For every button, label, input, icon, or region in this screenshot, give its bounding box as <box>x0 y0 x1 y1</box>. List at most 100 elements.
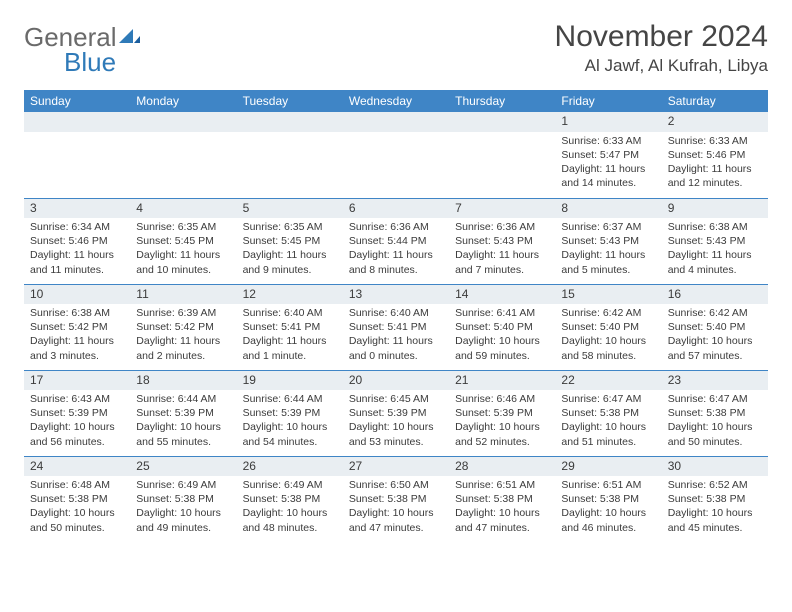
calendar-day-cell <box>130 112 236 198</box>
weekday-header: Wednesday <box>343 90 449 112</box>
calendar-day-cell: 27Sunrise: 6:50 AMSunset: 5:38 PMDayligh… <box>343 456 449 542</box>
day-number: 14 <box>449 285 555 305</box>
day-body: Sunrise: 6:36 AMSunset: 5:43 PMDaylight:… <box>449 218 555 281</box>
day-number <box>449 112 555 132</box>
day-body: Sunrise: 6:49 AMSunset: 5:38 PMDaylight:… <box>130 476 236 539</box>
calendar-day-cell <box>237 112 343 198</box>
day-number: 3 <box>24 199 130 219</box>
weekday-header: Saturday <box>662 90 768 112</box>
calendar-week-row: 10Sunrise: 6:38 AMSunset: 5:42 PMDayligh… <box>24 284 768 370</box>
calendar-day-cell: 14Sunrise: 6:41 AMSunset: 5:40 PMDayligh… <box>449 284 555 370</box>
calendar-table: SundayMondayTuesdayWednesdayThursdayFrid… <box>24 90 768 542</box>
calendar-day-cell <box>343 112 449 198</box>
day-body: Sunrise: 6:52 AMSunset: 5:38 PMDaylight:… <box>662 476 768 539</box>
day-number: 13 <box>343 285 449 305</box>
day-number: 17 <box>24 371 130 391</box>
day-body: Sunrise: 6:44 AMSunset: 5:39 PMDaylight:… <box>130 390 236 453</box>
weekday-header: Thursday <box>449 90 555 112</box>
day-number: 2 <box>662 112 768 132</box>
day-number: 10 <box>24 285 130 305</box>
calendar-day-cell: 19Sunrise: 6:44 AMSunset: 5:39 PMDayligh… <box>237 370 343 456</box>
day-body: Sunrise: 6:48 AMSunset: 5:38 PMDaylight:… <box>24 476 130 539</box>
weekday-header: Sunday <box>24 90 130 112</box>
weekday-header: Tuesday <box>237 90 343 112</box>
day-body: Sunrise: 6:47 AMSunset: 5:38 PMDaylight:… <box>555 390 661 453</box>
calendar-day-cell: 29Sunrise: 6:51 AMSunset: 5:38 PMDayligh… <box>555 456 661 542</box>
day-body: Sunrise: 6:34 AMSunset: 5:46 PMDaylight:… <box>24 218 130 281</box>
calendar-day-cell: 15Sunrise: 6:42 AMSunset: 5:40 PMDayligh… <box>555 284 661 370</box>
day-number: 21 <box>449 371 555 391</box>
calendar-day-cell: 3Sunrise: 6:34 AMSunset: 5:46 PMDaylight… <box>24 198 130 284</box>
day-body: Sunrise: 6:33 AMSunset: 5:46 PMDaylight:… <box>662 132 768 195</box>
day-number: 12 <box>237 285 343 305</box>
header: General Blue November 2024 Al Jawf, Al K… <box>24 20 768 76</box>
day-number: 18 <box>130 371 236 391</box>
month-title: November 2024 <box>555 20 768 54</box>
day-number: 19 <box>237 371 343 391</box>
calendar-day-cell: 2Sunrise: 6:33 AMSunset: 5:46 PMDaylight… <box>662 112 768 198</box>
day-body: Sunrise: 6:50 AMSunset: 5:38 PMDaylight:… <box>343 476 449 539</box>
day-number: 5 <box>237 199 343 219</box>
day-number: 25 <box>130 457 236 477</box>
logo-text-blue: Blue <box>64 49 141 75</box>
calendar-day-cell <box>449 112 555 198</box>
calendar-day-cell: 16Sunrise: 6:42 AMSunset: 5:40 PMDayligh… <box>662 284 768 370</box>
calendar-day-cell: 24Sunrise: 6:48 AMSunset: 5:38 PMDayligh… <box>24 456 130 542</box>
day-body: Sunrise: 6:35 AMSunset: 5:45 PMDaylight:… <box>237 218 343 281</box>
day-number: 29 <box>555 457 661 477</box>
weekday-header: Friday <box>555 90 661 112</box>
day-number: 27 <box>343 457 449 477</box>
calendar-week-row: 17Sunrise: 6:43 AMSunset: 5:39 PMDayligh… <box>24 370 768 456</box>
day-body: Sunrise: 6:49 AMSunset: 5:38 PMDaylight:… <box>237 476 343 539</box>
calendar-day-cell: 12Sunrise: 6:40 AMSunset: 5:41 PMDayligh… <box>237 284 343 370</box>
location: Al Jawf, Al Kufrah, Libya <box>555 56 768 76</box>
day-number: 24 <box>24 457 130 477</box>
day-number: 6 <box>343 199 449 219</box>
day-number <box>130 112 236 132</box>
day-body: Sunrise: 6:37 AMSunset: 5:43 PMDaylight:… <box>555 218 661 281</box>
day-body: Sunrise: 6:41 AMSunset: 5:40 PMDaylight:… <box>449 304 555 367</box>
day-body: Sunrise: 6:51 AMSunset: 5:38 PMDaylight:… <box>555 476 661 539</box>
calendar-day-cell: 7Sunrise: 6:36 AMSunset: 5:43 PMDaylight… <box>449 198 555 284</box>
weekday-header-row: SundayMondayTuesdayWednesdayThursdayFrid… <box>24 90 768 112</box>
calendar-day-cell: 21Sunrise: 6:46 AMSunset: 5:39 PMDayligh… <box>449 370 555 456</box>
day-number <box>343 112 449 132</box>
calendar-week-row: 1Sunrise: 6:33 AMSunset: 5:47 PMDaylight… <box>24 112 768 198</box>
day-number: 30 <box>662 457 768 477</box>
calendar-day-cell: 8Sunrise: 6:37 AMSunset: 5:43 PMDaylight… <box>555 198 661 284</box>
logo: General Blue <box>24 20 141 75</box>
day-body <box>343 132 449 138</box>
day-body: Sunrise: 6:45 AMSunset: 5:39 PMDaylight:… <box>343 390 449 453</box>
calendar-day-cell: 25Sunrise: 6:49 AMSunset: 5:38 PMDayligh… <box>130 456 236 542</box>
day-number: 7 <box>449 199 555 219</box>
calendar-day-cell: 6Sunrise: 6:36 AMSunset: 5:44 PMDaylight… <box>343 198 449 284</box>
calendar-day-cell: 9Sunrise: 6:38 AMSunset: 5:43 PMDaylight… <box>662 198 768 284</box>
day-body: Sunrise: 6:51 AMSunset: 5:38 PMDaylight:… <box>449 476 555 539</box>
calendar-week-row: 24Sunrise: 6:48 AMSunset: 5:38 PMDayligh… <box>24 456 768 542</box>
calendar-day-cell: 30Sunrise: 6:52 AMSunset: 5:38 PMDayligh… <box>662 456 768 542</box>
day-number: 4 <box>130 199 236 219</box>
day-number: 11 <box>130 285 236 305</box>
calendar-week-row: 3Sunrise: 6:34 AMSunset: 5:46 PMDaylight… <box>24 198 768 284</box>
day-body: Sunrise: 6:40 AMSunset: 5:41 PMDaylight:… <box>343 304 449 367</box>
day-number: 8 <box>555 199 661 219</box>
day-body: Sunrise: 6:36 AMSunset: 5:44 PMDaylight:… <box>343 218 449 281</box>
day-number: 15 <box>555 285 661 305</box>
calendar-day-cell <box>24 112 130 198</box>
weekday-header: Monday <box>130 90 236 112</box>
day-body: Sunrise: 6:38 AMSunset: 5:42 PMDaylight:… <box>24 304 130 367</box>
day-body <box>237 132 343 138</box>
day-body: Sunrise: 6:42 AMSunset: 5:40 PMDaylight:… <box>662 304 768 367</box>
calendar-day-cell: 1Sunrise: 6:33 AMSunset: 5:47 PMDaylight… <box>555 112 661 198</box>
calendar-day-cell: 13Sunrise: 6:40 AMSunset: 5:41 PMDayligh… <box>343 284 449 370</box>
day-body <box>130 132 236 138</box>
day-number: 23 <box>662 371 768 391</box>
day-body: Sunrise: 6:33 AMSunset: 5:47 PMDaylight:… <box>555 132 661 195</box>
calendar-day-cell: 17Sunrise: 6:43 AMSunset: 5:39 PMDayligh… <box>24 370 130 456</box>
logo-sail-icon <box>119 27 141 50</box>
day-number: 22 <box>555 371 661 391</box>
calendar-day-cell: 4Sunrise: 6:35 AMSunset: 5:45 PMDaylight… <box>130 198 236 284</box>
day-body: Sunrise: 6:46 AMSunset: 5:39 PMDaylight:… <box>449 390 555 453</box>
calendar-day-cell: 23Sunrise: 6:47 AMSunset: 5:38 PMDayligh… <box>662 370 768 456</box>
day-body: Sunrise: 6:38 AMSunset: 5:43 PMDaylight:… <box>662 218 768 281</box>
